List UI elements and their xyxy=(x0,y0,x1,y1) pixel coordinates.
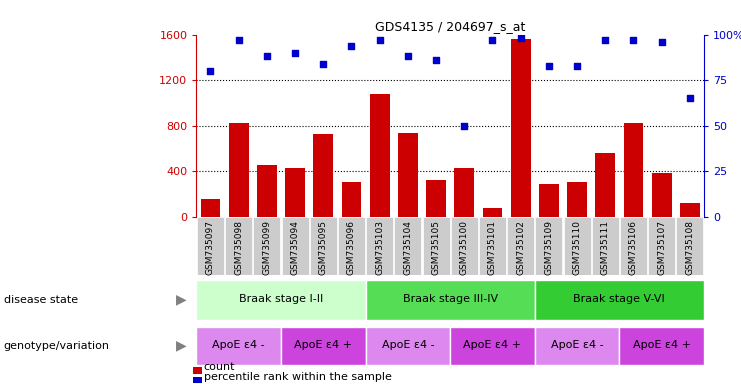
Point xyxy=(430,57,442,63)
Bar xyxy=(196,326,281,365)
Bar xyxy=(370,94,390,217)
Bar xyxy=(648,217,675,275)
Bar xyxy=(535,280,704,320)
Text: GSM735097: GSM735097 xyxy=(206,220,215,275)
Bar xyxy=(313,134,333,217)
Bar xyxy=(482,208,502,217)
Point xyxy=(543,63,555,69)
Text: genotype/variation: genotype/variation xyxy=(4,341,110,351)
Bar xyxy=(365,326,450,365)
Text: GSM735098: GSM735098 xyxy=(234,220,243,275)
Point xyxy=(205,68,216,74)
Text: GSM735100: GSM735100 xyxy=(459,220,469,275)
Text: disease state: disease state xyxy=(4,295,78,305)
Point xyxy=(628,37,639,43)
Text: GSM735111: GSM735111 xyxy=(601,220,610,275)
Bar xyxy=(595,153,615,217)
Bar xyxy=(652,172,671,217)
Point xyxy=(373,37,385,43)
Text: GSM735096: GSM735096 xyxy=(347,220,356,275)
Bar xyxy=(454,168,474,217)
Bar xyxy=(624,124,643,217)
Text: GSM735103: GSM735103 xyxy=(375,220,384,275)
Point xyxy=(571,63,583,69)
Point xyxy=(684,95,696,101)
Bar xyxy=(310,217,337,275)
Text: GSM735108: GSM735108 xyxy=(685,220,694,275)
Bar xyxy=(535,217,562,275)
Point xyxy=(459,123,471,129)
Text: GSM735106: GSM735106 xyxy=(629,220,638,275)
Bar xyxy=(451,217,478,275)
Point xyxy=(289,50,301,56)
Text: GSM735102: GSM735102 xyxy=(516,220,525,275)
Bar xyxy=(422,217,450,275)
Bar xyxy=(677,217,703,275)
Bar xyxy=(197,217,224,275)
Text: ApoE ε4 +: ApoE ε4 + xyxy=(633,340,691,350)
Bar xyxy=(201,199,220,217)
Text: Braak stage I-II: Braak stage I-II xyxy=(239,294,323,304)
Text: GSM735110: GSM735110 xyxy=(573,220,582,275)
Text: GSM735107: GSM735107 xyxy=(657,220,666,275)
Bar xyxy=(366,217,393,275)
Bar xyxy=(253,217,280,275)
Text: count: count xyxy=(204,362,236,372)
Bar xyxy=(535,326,619,365)
Bar xyxy=(229,124,248,217)
Title: GDS4135 / 204697_s_at: GDS4135 / 204697_s_at xyxy=(375,20,525,33)
Point xyxy=(317,61,329,67)
Bar xyxy=(567,182,587,217)
Bar xyxy=(257,164,276,217)
Bar xyxy=(450,326,535,365)
Text: GSM735109: GSM735109 xyxy=(545,220,554,275)
Text: percentile rank within the sample: percentile rank within the sample xyxy=(204,372,392,382)
Text: GSM735094: GSM735094 xyxy=(290,220,299,275)
Text: ▶: ▶ xyxy=(176,339,187,353)
Point xyxy=(345,43,357,49)
Point xyxy=(599,37,611,43)
Text: ApoE ε4 -: ApoE ε4 - xyxy=(551,340,603,350)
Point xyxy=(402,53,413,60)
Text: Braak stage V-VI: Braak stage V-VI xyxy=(574,294,665,304)
Bar xyxy=(282,217,308,275)
Bar xyxy=(479,217,506,275)
Text: ApoE ε4 -: ApoE ε4 - xyxy=(382,340,434,350)
Point xyxy=(233,37,245,43)
Point xyxy=(515,35,527,41)
Text: ▶: ▶ xyxy=(176,293,187,306)
Bar xyxy=(338,217,365,275)
Bar xyxy=(225,217,252,275)
Text: GSM735101: GSM735101 xyxy=(488,220,497,275)
Bar xyxy=(426,180,446,217)
Point xyxy=(261,53,273,60)
Point xyxy=(487,37,499,43)
Text: ApoE ε4 +: ApoE ε4 + xyxy=(463,340,522,350)
Bar xyxy=(680,203,700,217)
Point xyxy=(656,39,668,45)
Text: Braak stage III-IV: Braak stage III-IV xyxy=(402,294,498,304)
Bar xyxy=(281,326,365,365)
Bar xyxy=(398,132,418,217)
Bar xyxy=(592,217,619,275)
Bar xyxy=(563,217,591,275)
Bar xyxy=(196,280,365,320)
Text: GSM735104: GSM735104 xyxy=(403,220,412,275)
Text: GSM735099: GSM735099 xyxy=(262,220,271,275)
Text: GSM735105: GSM735105 xyxy=(431,220,441,275)
Bar xyxy=(394,217,422,275)
Bar xyxy=(539,184,559,217)
Text: GSM735095: GSM735095 xyxy=(319,220,328,275)
Bar xyxy=(342,182,362,217)
Bar xyxy=(365,280,535,320)
Bar xyxy=(619,326,704,365)
Bar xyxy=(620,217,647,275)
Bar xyxy=(285,168,305,217)
Bar xyxy=(511,39,531,217)
Bar xyxy=(507,217,534,275)
Text: ApoE ε4 -: ApoE ε4 - xyxy=(213,340,265,350)
Text: ApoE ε4 +: ApoE ε4 + xyxy=(294,340,352,350)
